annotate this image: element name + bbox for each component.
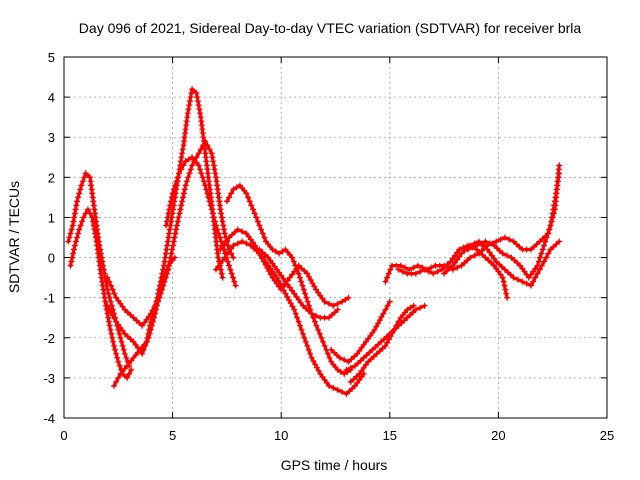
series-plus-markers xyxy=(328,298,393,365)
y-tick-label: 3 xyxy=(48,130,55,145)
plot-frame xyxy=(63,56,608,419)
y-tick-label: 4 xyxy=(48,90,55,105)
series-trace xyxy=(105,256,177,356)
series-arc-6 xyxy=(163,154,239,289)
series-plus-markers xyxy=(256,246,341,321)
y-tick-label: -1 xyxy=(43,291,55,306)
series-arc-3 xyxy=(111,86,226,389)
series-plus-markers xyxy=(347,302,417,385)
chart-title: Day 096 of 2021, Sidereal Day-to-day VTE… xyxy=(79,20,582,36)
series-trace xyxy=(214,239,366,396)
series-trace xyxy=(329,300,392,364)
x-axis-title: GPS time / hours xyxy=(281,457,388,473)
series-plus-markers xyxy=(104,138,237,329)
series-arc-11 xyxy=(328,298,393,365)
y-tick-label: -4 xyxy=(43,411,55,426)
data-series xyxy=(65,86,563,397)
axis-ticks: 0 5 10 15 20 25 -4 -3 -2 -1 0 1 2 3 4 5 xyxy=(43,50,614,443)
grid-lines xyxy=(64,57,607,418)
x-tick-label: 5 xyxy=(169,428,176,443)
series-arc-2 xyxy=(67,206,135,381)
series-trace xyxy=(257,247,340,320)
x-tick-label: 15 xyxy=(383,428,397,443)
series-arc-17 xyxy=(465,170,563,281)
series-plus-markers xyxy=(163,154,239,289)
series-arc-5 xyxy=(104,138,237,329)
y-tick-label: 5 xyxy=(48,50,55,65)
series-plus-markers xyxy=(223,182,354,377)
series-trace xyxy=(68,207,133,380)
series-arc-10 xyxy=(256,246,341,321)
y-tick-label: -3 xyxy=(43,371,55,386)
y-tick-label: 2 xyxy=(48,170,55,185)
x-tick-label: 25 xyxy=(600,428,614,443)
series-arc-7 xyxy=(223,182,354,377)
y-tick-label: -2 xyxy=(43,331,55,346)
series-plus-markers xyxy=(465,170,563,281)
y-tick-label: 0 xyxy=(48,251,55,266)
y-axis-title: SDTVAR / TECUs xyxy=(6,181,22,293)
x-tick-label: 0 xyxy=(60,428,67,443)
series-plus-markers xyxy=(111,86,226,389)
series-plus-markers xyxy=(217,226,352,309)
series-arc-13 xyxy=(347,302,417,385)
series-trace xyxy=(383,163,561,284)
series-plus-markers xyxy=(67,206,135,381)
x-tick-label: 20 xyxy=(491,428,505,443)
series-trace xyxy=(344,304,427,372)
x-tick-label: 10 xyxy=(274,428,288,443)
y-tick-label: 1 xyxy=(48,210,55,225)
